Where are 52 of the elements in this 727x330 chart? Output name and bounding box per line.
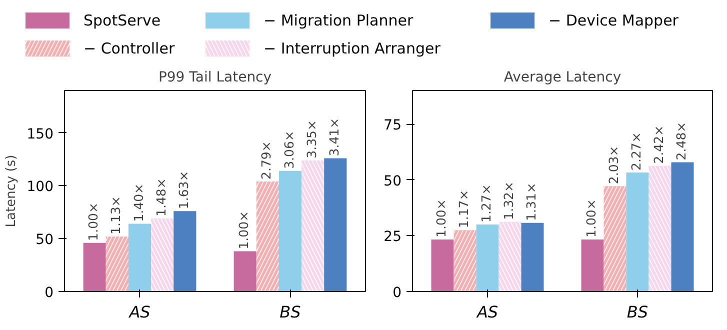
annotation: 3.35× xyxy=(304,120,319,158)
bar xyxy=(431,239,454,292)
annotation: 2.42× xyxy=(651,125,666,164)
annotation: 1.63× xyxy=(176,170,191,210)
annotation: 2.48× xyxy=(674,122,688,160)
annotation: 1.00× xyxy=(236,210,252,250)
legend-label: − Interruption Arranger xyxy=(264,40,442,58)
annotation: 1.17× xyxy=(456,190,471,228)
bar xyxy=(626,172,649,292)
legend-label: − Device Mapper xyxy=(548,12,680,30)
y-tick-label: 50 xyxy=(36,232,54,248)
annotation: 1.00× xyxy=(86,202,101,241)
bar xyxy=(581,239,604,292)
x-tick-label: BS xyxy=(626,302,648,322)
bar xyxy=(521,222,544,292)
annotation: 2.27× xyxy=(628,132,644,170)
chart-title: Average Latency xyxy=(504,70,622,86)
bar xyxy=(324,158,347,292)
y-tick-label: 50 xyxy=(384,173,402,190)
y-tick-label: 100 xyxy=(26,179,54,196)
annotation: 1.00× xyxy=(584,199,598,238)
bar xyxy=(128,224,152,292)
x-tick-label: AS xyxy=(128,302,150,322)
legend-label: − Controller xyxy=(84,40,176,58)
annotation: 1.13× xyxy=(108,196,124,234)
bar xyxy=(476,224,499,292)
annotation: 1.31× xyxy=(524,182,538,221)
annotation: 1.27× xyxy=(478,184,494,222)
chart-title: P99 Tail Latency xyxy=(158,70,272,86)
annotation: 1.40× xyxy=(130,183,146,222)
annotation: 2.79× xyxy=(258,141,274,180)
x-tick-label: BS xyxy=(280,302,301,322)
annotation: 3.06× xyxy=(281,130,296,169)
annotation: 1.00× xyxy=(434,199,448,238)
bar xyxy=(83,242,106,292)
annotation: 1.48× xyxy=(153,178,168,217)
bar xyxy=(234,251,256,292)
bar xyxy=(278,170,302,292)
bar xyxy=(671,162,694,292)
y-axis-title: Latency (s) xyxy=(4,154,19,228)
legend-label: − Migration Planner xyxy=(264,12,414,30)
y-tick-label: 0 xyxy=(44,285,54,301)
x-tick-label: AS xyxy=(476,302,498,322)
annotation: 3.41× xyxy=(326,118,342,156)
legend-label: SpotServe xyxy=(84,12,161,30)
y-tick-label: 25 xyxy=(384,229,402,246)
y-tick-label: 150 xyxy=(26,126,54,142)
y-tick-label: 75 xyxy=(384,118,402,134)
annotation: 1.32× xyxy=(501,182,516,220)
y-tick-label: 0 xyxy=(392,285,402,301)
annotation: 2.03× xyxy=(606,146,621,184)
bar xyxy=(174,211,196,292)
